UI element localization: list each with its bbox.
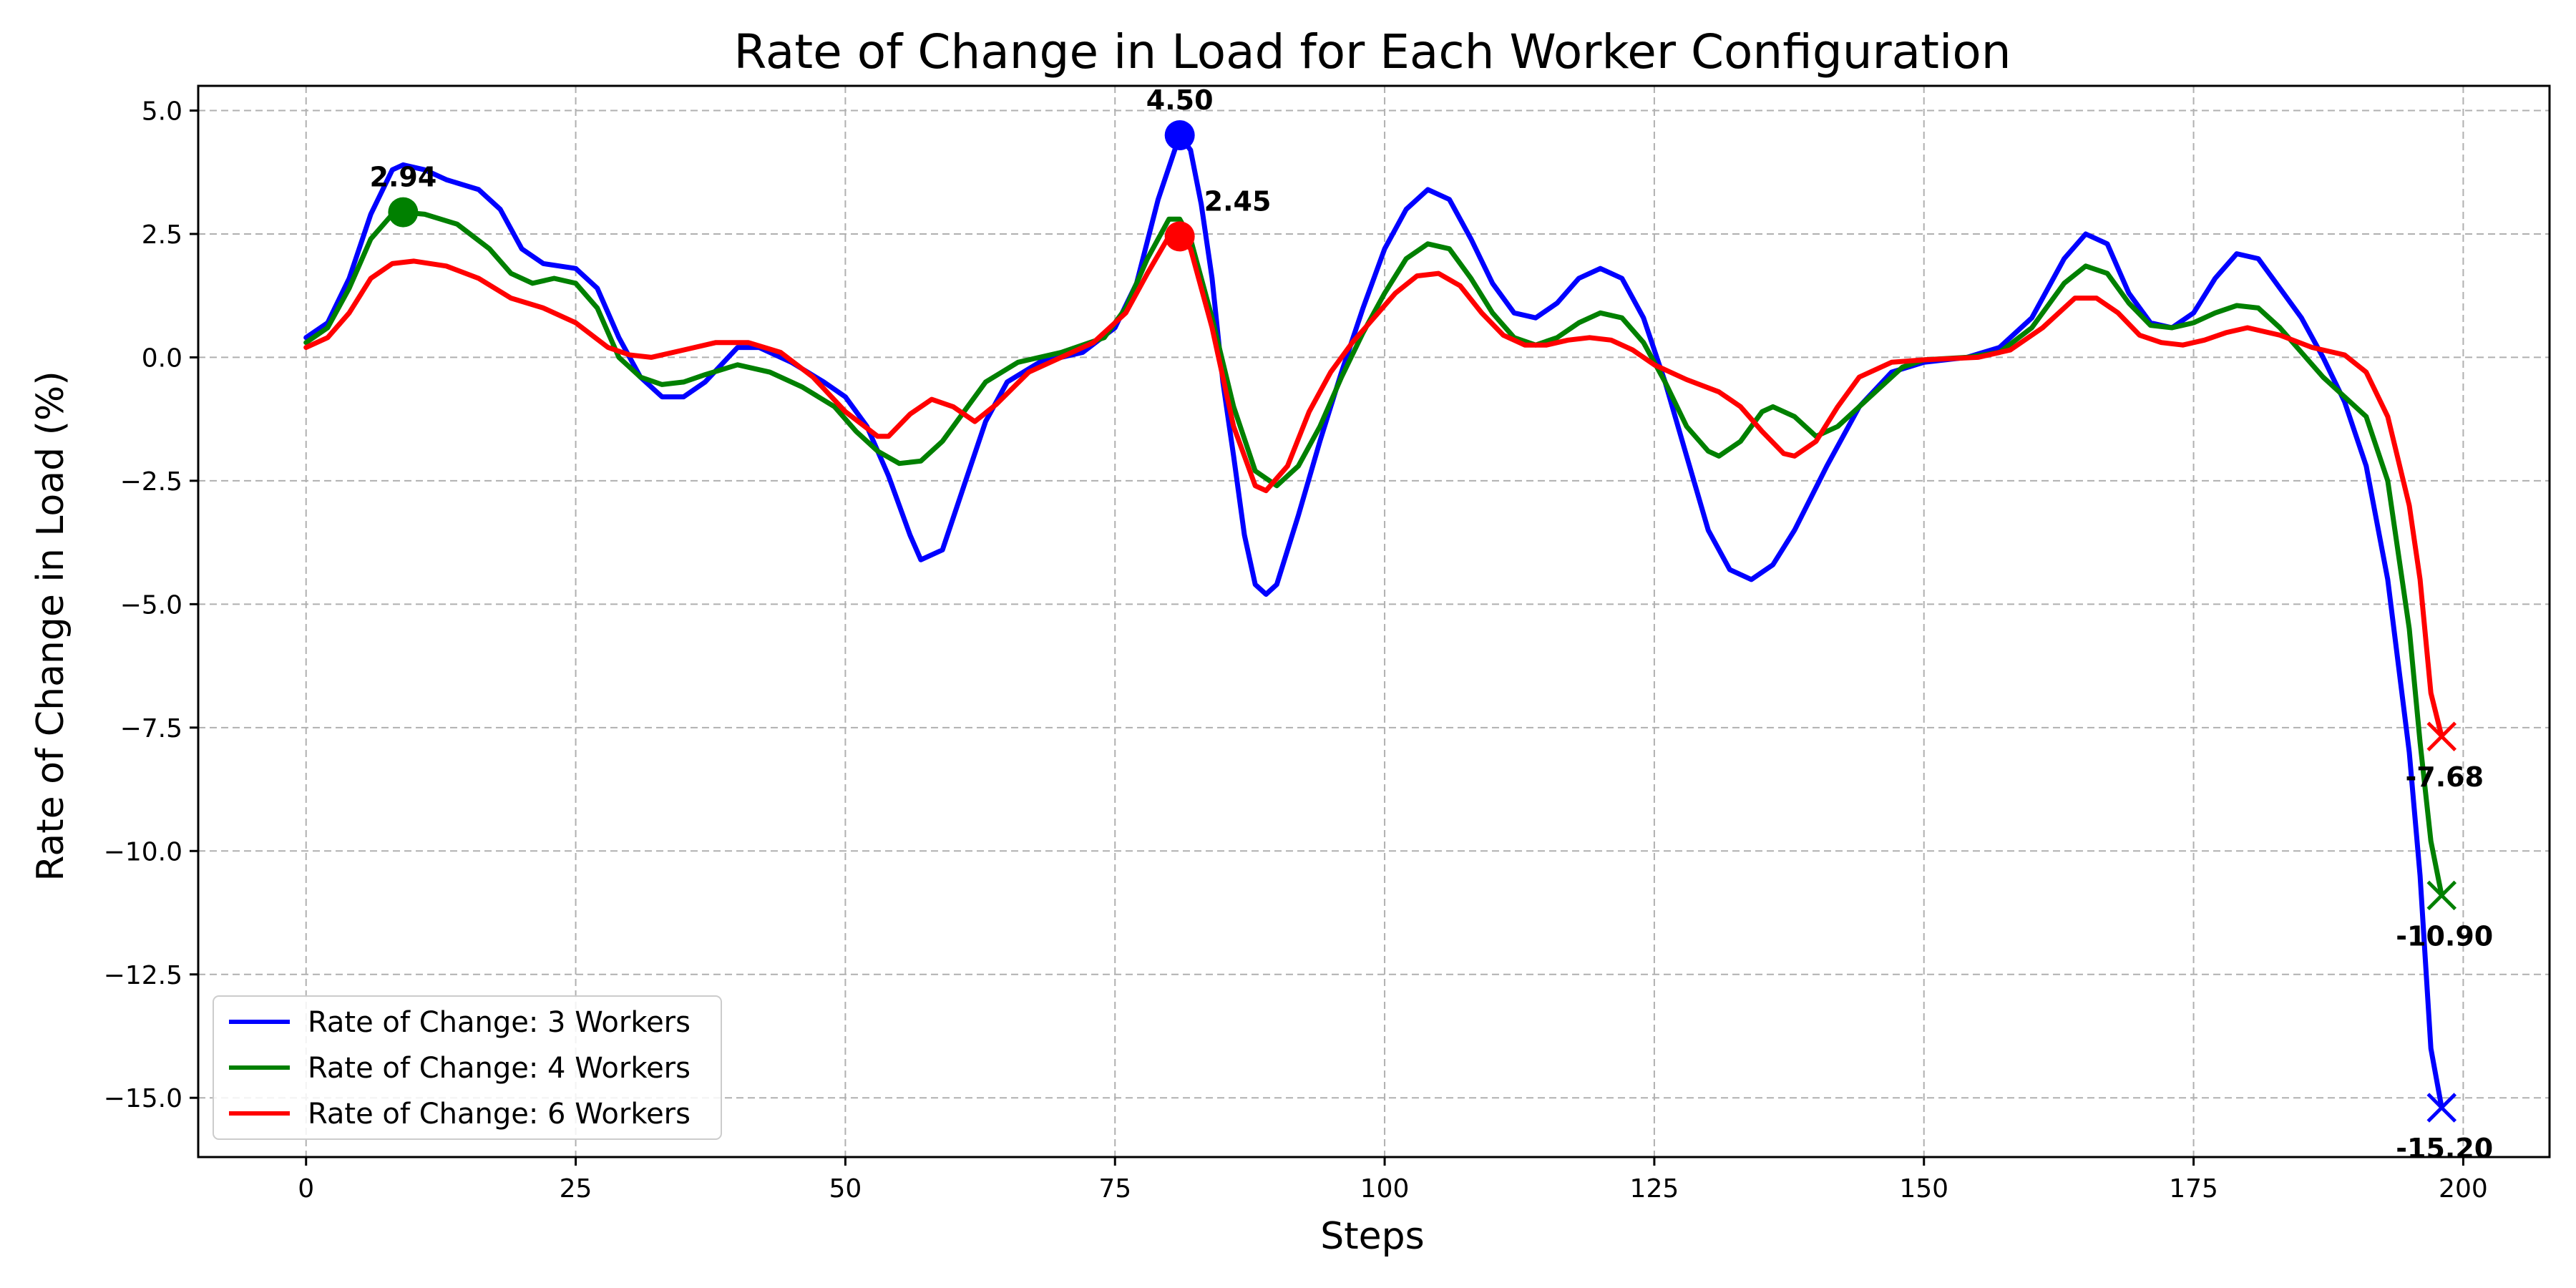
x-tick-label: 25	[560, 1174, 592, 1204]
marker-layer	[388, 119, 2457, 1123]
x-tick-label: 0	[298, 1174, 314, 1204]
annotation-layer: 2.94 4.50 2.45 -7.68 -10.90 -15.20	[370, 84, 2494, 1164]
x-tick-label: 100	[1360, 1174, 1410, 1204]
grid	[198, 86, 2550, 1157]
y-tick-label: −2.5	[120, 467, 182, 497]
legend-box	[213, 995, 722, 1140]
y-tick-label: −5.0	[120, 590, 182, 620]
x-tick-label: 125	[1630, 1174, 1679, 1204]
y-tick-label: 2.5	[142, 220, 182, 250]
end-point-x-marker	[2426, 1093, 2457, 1123]
plot-frame	[197, 84, 2551, 1158]
series-line-4-workers	[303, 210, 2444, 898]
data-label: -15.20	[2396, 1133, 2493, 1164]
y-tick-label: −12.5	[104, 961, 182, 990]
highlight-point	[1164, 119, 1195, 150]
end-point-x-marker	[2426, 721, 2457, 752]
legend: Rate of Change: 3 Workers Rate of Change…	[213, 995, 722, 1140]
data-label: -7.68	[2406, 761, 2484, 793]
x-tick-label: 175	[2169, 1174, 2218, 1204]
x-tick-label: 150	[1899, 1174, 1948, 1204]
data-label: -10.90	[2396, 920, 2493, 952]
y-tick-label: −7.5	[120, 714, 182, 743]
ticks: 0 25 50 75 100 125 150 175 200 5.0 2.5 0.0 −2.5 −5.0 −…	[104, 97, 2488, 1204]
highlight-point	[388, 197, 419, 228]
x-tick-label: 75	[1098, 1174, 1131, 1204]
data-label: 2.94	[370, 162, 437, 193]
y-tick-label: −15.0	[104, 1084, 182, 1113]
series-layer	[303, 132, 2444, 1111]
y-tick-label: 5.0	[142, 97, 182, 126]
x-tick-label: 200	[2439, 1174, 2488, 1204]
y-tick-label: −10.0	[104, 837, 182, 867]
legend-label-3-workers: Rate of Change: 3 Workers	[308, 1006, 691, 1039]
legend-label-4-workers: Rate of Change: 4 Workers	[308, 1052, 691, 1085]
y-tick-label: 0.0	[142, 343, 182, 373]
x-axis-title: Steps	[1320, 1215, 1425, 1258]
data-label: 2.45	[1204, 185, 1272, 217]
highlight-point	[1164, 221, 1195, 252]
series-line-6-workers	[303, 233, 2444, 739]
end-point-x-marker	[2426, 880, 2457, 911]
y-axis-title: Rate of Change in Load (%)	[29, 371, 72, 881]
data-label: 4.50	[1146, 84, 1214, 116]
chart-title: Rate of Change in Load for Each Worker C…	[733, 24, 2011, 79]
x-tick-label: 50	[829, 1174, 862, 1204]
legend-label-6-workers: Rate of Change: 6 Workers	[308, 1098, 691, 1131]
